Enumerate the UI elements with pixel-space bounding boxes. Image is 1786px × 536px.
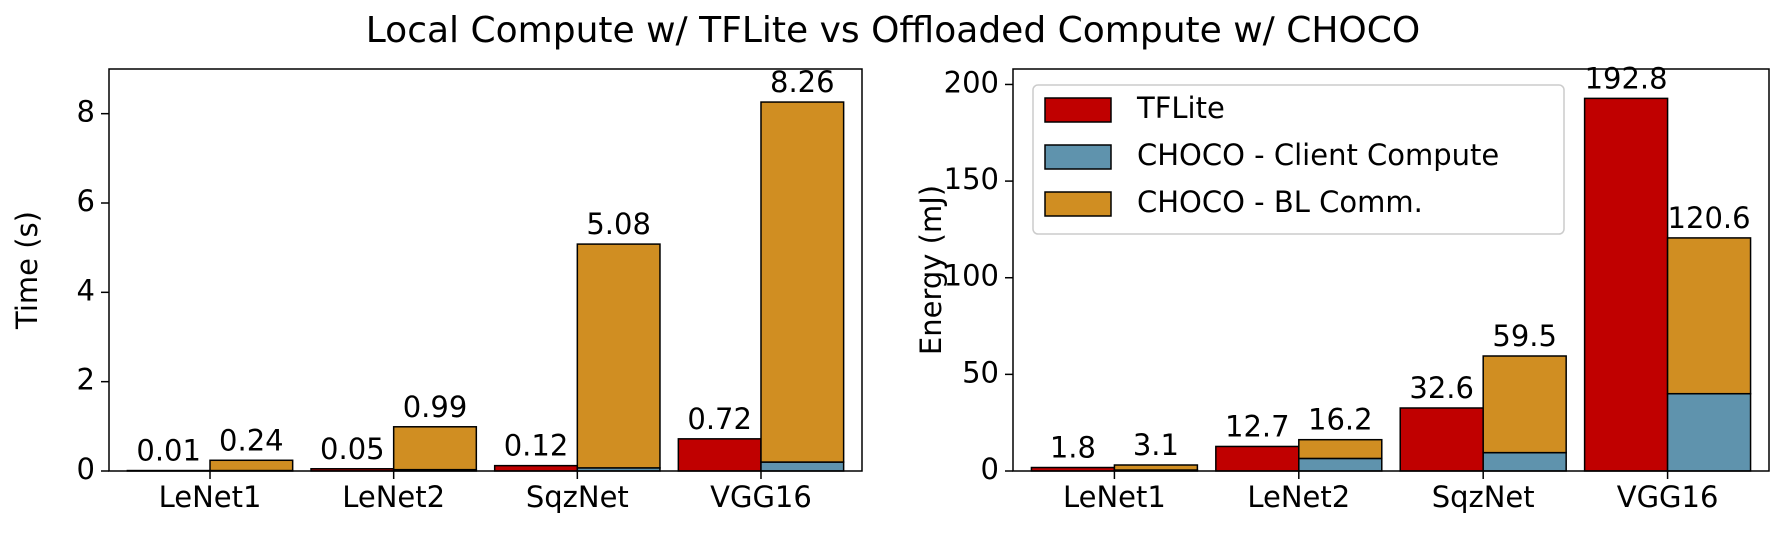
x-tick-label: LeNet1 <box>159 480 262 514</box>
x-tick-label: SqzNet <box>526 480 629 514</box>
axes-frame <box>108 68 863 472</box>
axes-frame <box>1012 68 1770 472</box>
bar <box>677 438 762 472</box>
x-tick-label: VGG16 <box>1617 480 1719 514</box>
total-label: 16.2 <box>1308 403 1373 437</box>
y-tick-label: 8 <box>77 95 95 129</box>
y-tick-label: 150 <box>944 162 999 196</box>
bar <box>1215 445 1300 472</box>
bar-value-label: 32.6 <box>1409 371 1474 405</box>
stacked-bar-segment <box>1482 451 1567 472</box>
y-tick-label: 100 <box>944 259 999 293</box>
figure-title: Local Compute w/ TFLite vs Offloaded Com… <box>366 10 1421 51</box>
bar-value-label: 1.8 <box>1050 431 1096 465</box>
stacked-bar-segment <box>1113 464 1199 471</box>
legend-label: TFLite <box>1136 91 1225 125</box>
stacked-bar-segment <box>576 243 661 469</box>
y-tick-label: 200 <box>944 65 999 99</box>
x-tick-label: LeNet2 <box>1247 480 1350 514</box>
bar-value-label: 192.8 <box>1585 61 1668 95</box>
y-axis-label: Time (s) <box>10 211 44 330</box>
total-label: 5.08 <box>586 207 651 241</box>
bar-value-label: 0.01 <box>136 434 201 468</box>
bar <box>493 464 579 472</box>
bar <box>1583 97 1669 472</box>
y-tick-label: 0 <box>981 452 999 486</box>
total-label: 59.5 <box>1492 319 1557 353</box>
total-label: 0.99 <box>403 390 468 424</box>
bar-value-label: 0.72 <box>687 402 752 436</box>
stacked-bar-segment <box>760 101 845 463</box>
stacked-bar-segment <box>1666 392 1752 472</box>
x-tick-label: LeNet2 <box>342 480 445 514</box>
y-tick-label: 6 <box>77 184 95 218</box>
bar-value-label: 0.12 <box>504 429 569 463</box>
total-label: 3.1 <box>1133 428 1179 462</box>
total-label: 0.24 <box>219 423 284 457</box>
stacked-bar-segment <box>392 426 478 471</box>
legend-label: CHOCO - Client Compute <box>1137 138 1499 172</box>
y-axis-label: Energy (mJ) <box>914 185 948 355</box>
legend-box <box>1032 84 1565 235</box>
stacked-bar-segment <box>1298 457 1383 472</box>
legend-swatch <box>1044 144 1112 170</box>
stacked-bar-segment <box>1298 438 1383 460</box>
legend-swatch <box>1044 97 1112 123</box>
total-label: 120.6 <box>1668 201 1751 235</box>
y-tick-label: 0 <box>77 452 95 486</box>
legend-swatch <box>1044 191 1112 217</box>
x-tick-label: SqzNet <box>1432 480 1535 514</box>
y-tick-label: 4 <box>77 273 95 307</box>
stacked-bar-segment <box>1666 237 1752 395</box>
total-label: 8.26 <box>770 65 835 99</box>
stacked-bar-segment <box>209 459 294 472</box>
stacked-bar-segment <box>760 461 845 472</box>
x-tick-label: LeNet1 <box>1063 480 1166 514</box>
stacked-bar-segment <box>1482 355 1567 454</box>
bar-value-label: 12.7 <box>1225 409 1290 443</box>
bar-value-label: 0.05 <box>320 432 385 466</box>
bar <box>1399 407 1484 472</box>
legend-label: CHOCO - BL Comm. <box>1137 185 1423 219</box>
y-tick-label: 50 <box>962 355 999 389</box>
x-tick-label: VGG16 <box>710 480 812 514</box>
y-tick-label: 2 <box>77 363 95 397</box>
